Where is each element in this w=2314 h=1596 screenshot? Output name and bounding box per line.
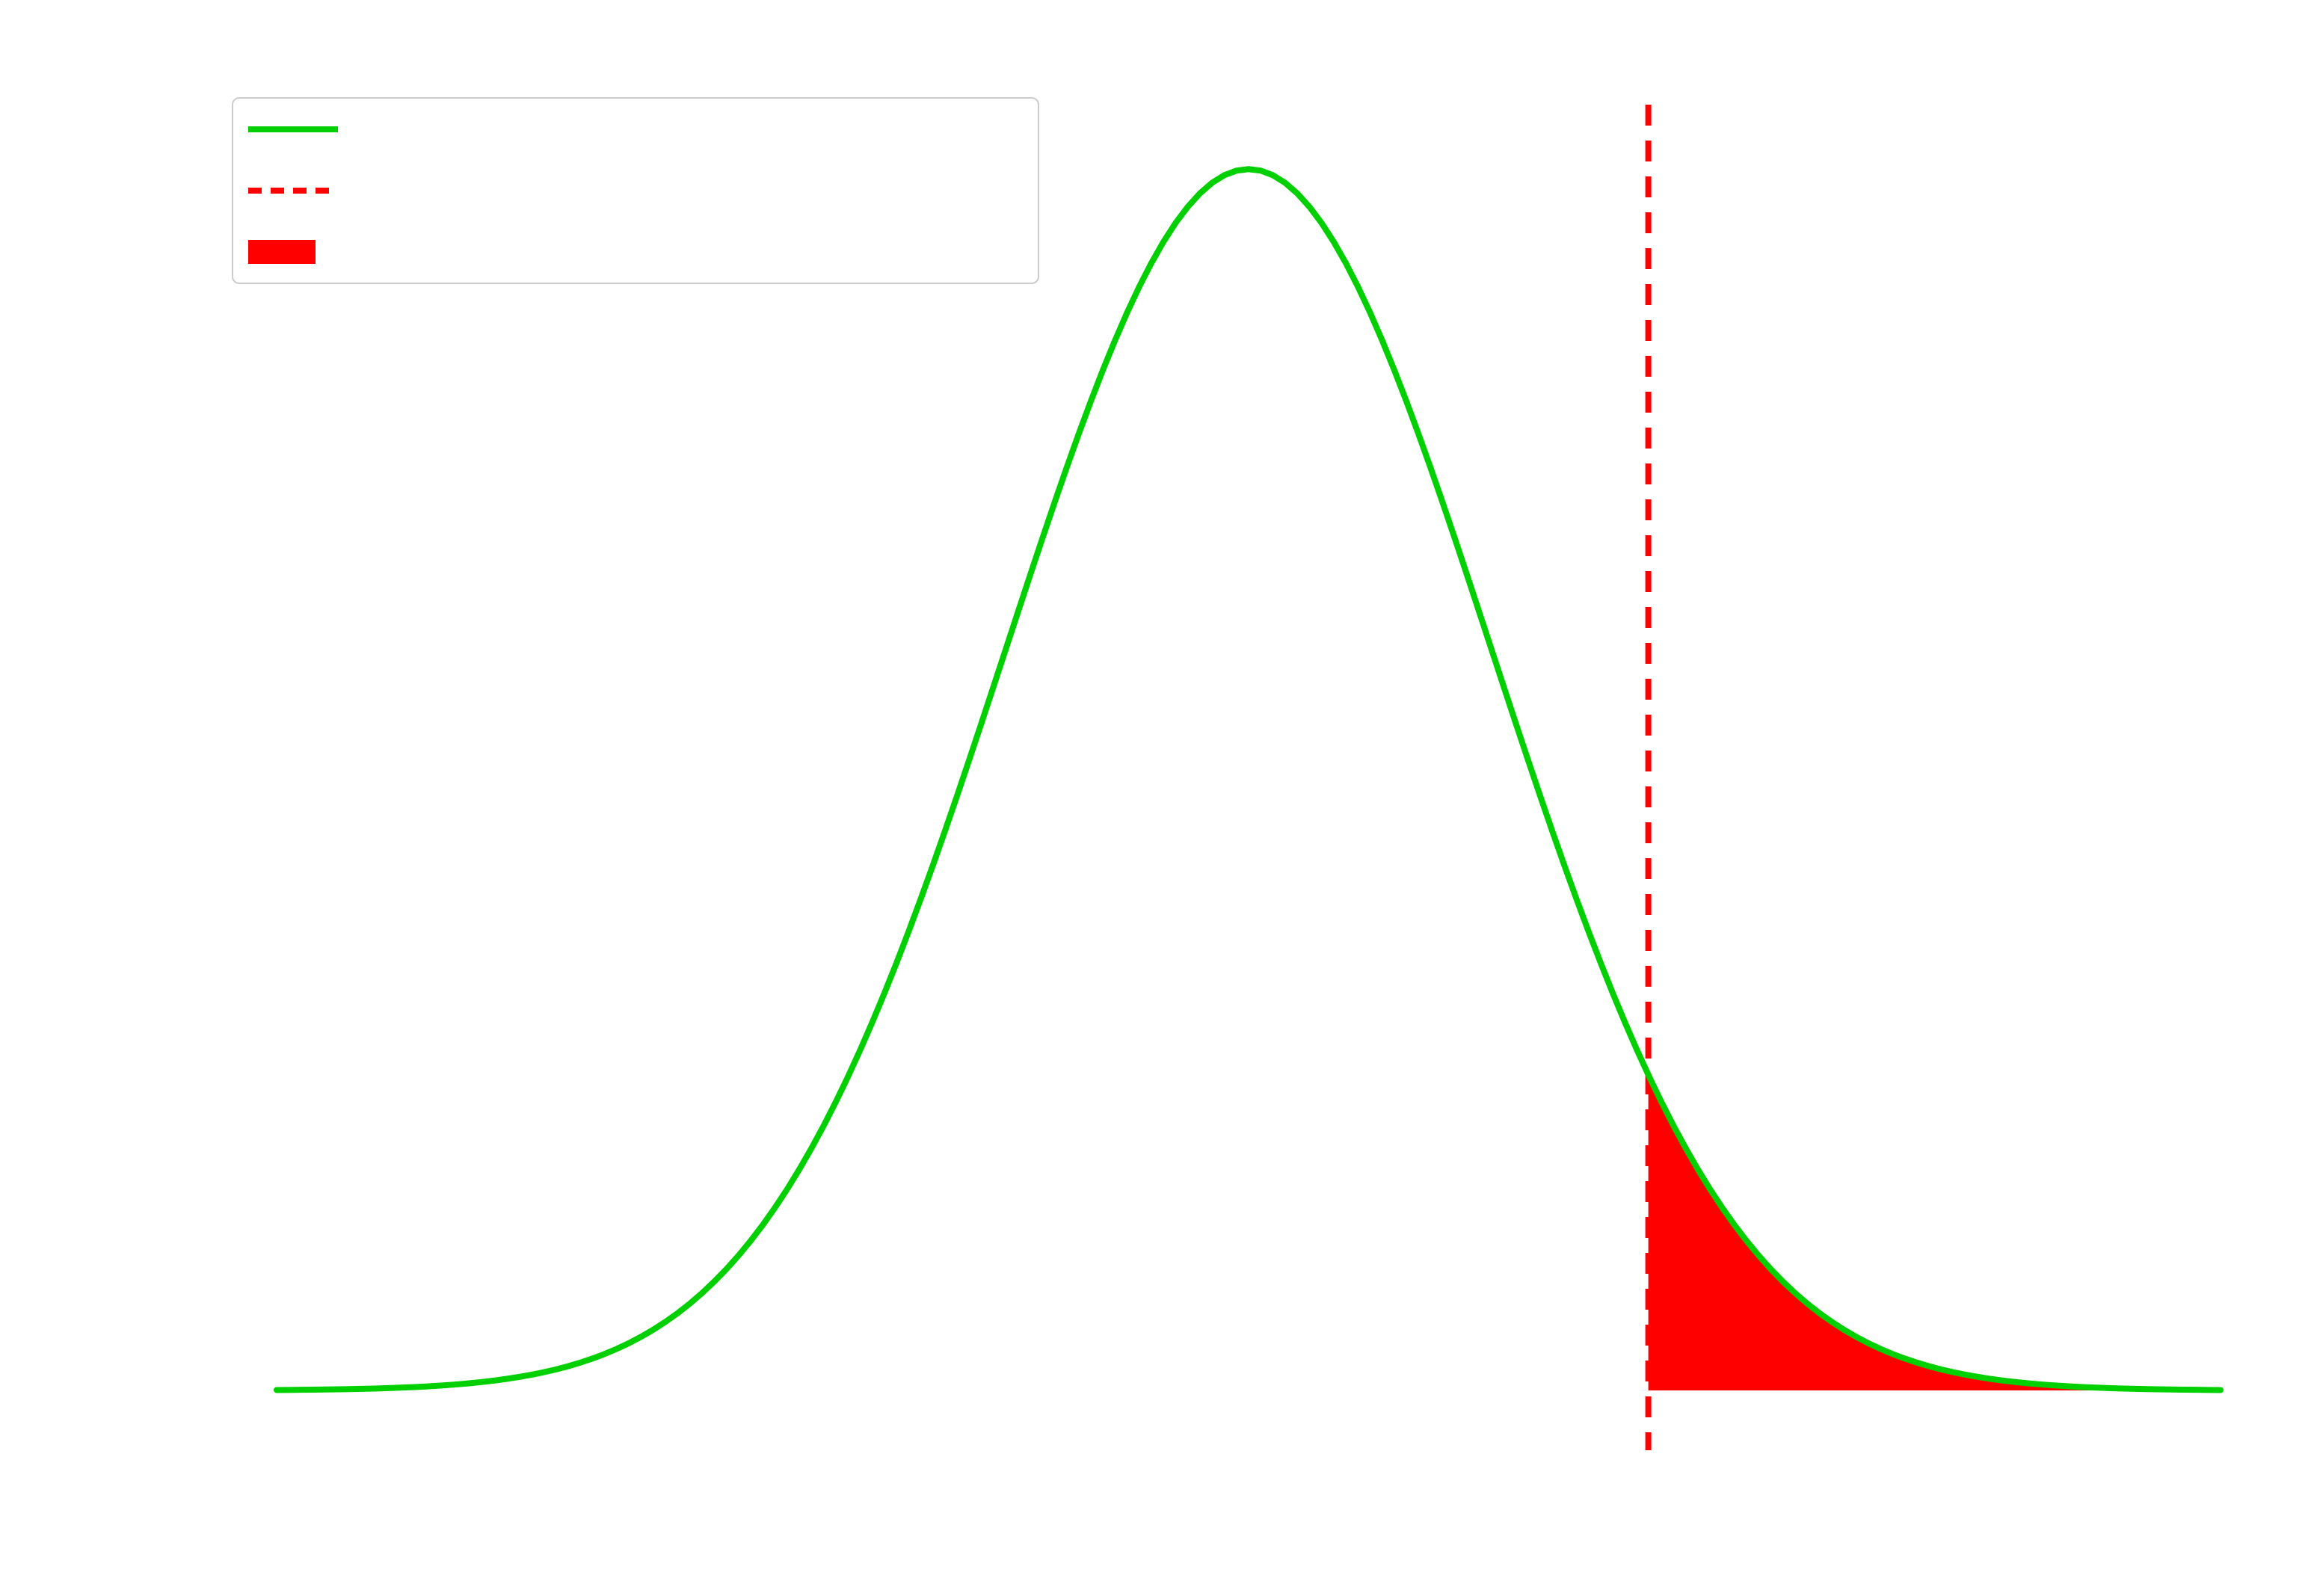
chart-container: [0, 0, 2314, 1596]
legend: [232, 97, 1039, 284]
legend-swatch-region: [233, 237, 353, 267]
legend-row-region: [233, 221, 1038, 283]
legend-swatch-curve: [233, 122, 353, 137]
legend-row-curve: [233, 99, 1038, 160]
legend-row-critical: [233, 160, 1038, 221]
legend-swatch-critical: [233, 183, 353, 198]
